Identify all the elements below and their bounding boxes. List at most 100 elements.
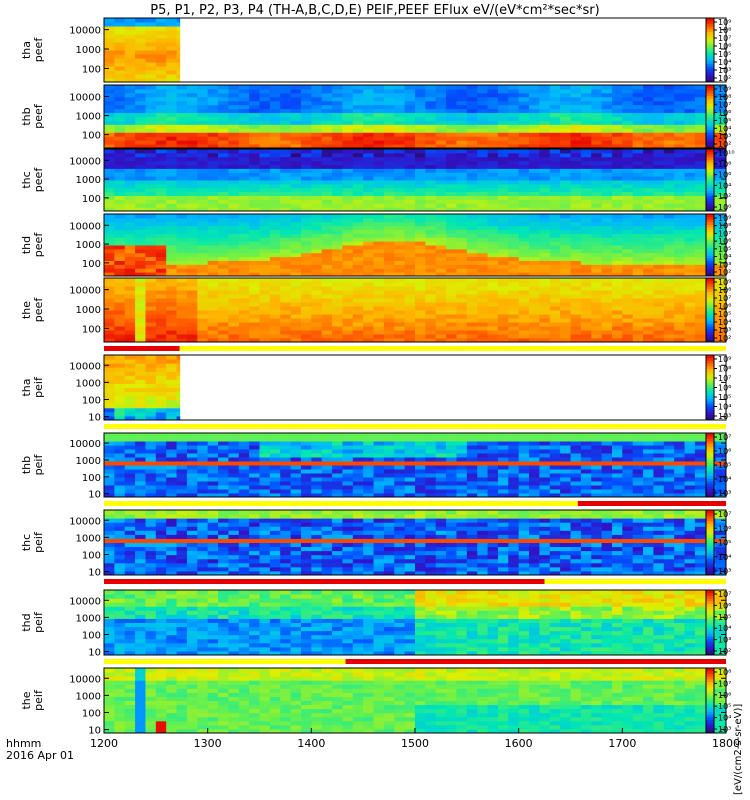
- heatmap-cell: [653, 294, 665, 299]
- heatmap-cell: [632, 140, 644, 145]
- heatmap-cell: [166, 237, 178, 242]
- heatmap-cell: [145, 399, 157, 405]
- heatmap-cell: [435, 203, 447, 208]
- heatmap-cell: [560, 310, 571, 315]
- heatmap-cell: [466, 272, 478, 277]
- heatmap-cell: [674, 124, 686, 129]
- heatmap-cell: [394, 260, 406, 265]
- heatmap-cell: [124, 217, 136, 223]
- heatmap-cell: [280, 92, 292, 98]
- heatmap-cell: [643, 132, 654, 137]
- heatmap-cell: [342, 214, 354, 219]
- heatmap-cell: [249, 453, 260, 458]
- heatmap-cell: [446, 294, 457, 299]
- heatmap-cell: [715, 191, 727, 196]
- heatmap-cell: [228, 477, 240, 482]
- heatmap-cell: [591, 268, 603, 273]
- heatmap-cell: [166, 195, 178, 200]
- heatmap-cell: [518, 338, 530, 343]
- heatmap-cell: [674, 172, 686, 177]
- heatmap-cell: [611, 88, 623, 94]
- heatmap-cell: [135, 437, 146, 442]
- heatmap-cell: [601, 334, 613, 339]
- heatmap-cell: [290, 88, 302, 94]
- heatmap-cell: [580, 326, 592, 331]
- heatmap-cell: [446, 318, 457, 323]
- heatmap-cell: [332, 172, 343, 177]
- heatmap-cell: [425, 457, 437, 462]
- heatmap-cell: [591, 330, 603, 335]
- heatmap-cell: [591, 116, 603, 121]
- heatmap-cell: [176, 168, 188, 173]
- heatmap-cell: [529, 85, 540, 90]
- heatmap-cell: [487, 183, 499, 189]
- heatmap-cell: [176, 229, 188, 234]
- heatmap-cell: [104, 85, 115, 90]
- heatmap-cell: [415, 104, 426, 110]
- heatmap-cell: [176, 403, 181, 409]
- heatmap-cell: [674, 278, 686, 283]
- heatmap-cell: [549, 302, 561, 307]
- heatmap-cell: [674, 282, 686, 287]
- heatmap-cell: [207, 85, 219, 90]
- heatmap-cell: [715, 207, 727, 212]
- heatmap-cell: [228, 282, 240, 287]
- panel-frame: [103, 148, 727, 212]
- heatmap-cell: [124, 453, 136, 458]
- heatmap-cell: [176, 50, 181, 55]
- heatmap-cell: [290, 453, 302, 458]
- heatmap-cell: [446, 85, 457, 90]
- heatmap-cell: [487, 88, 499, 94]
- heatmap-cell: [415, 473, 426, 478]
- heatmap-cell: [155, 322, 167, 327]
- heatmap-cell: [415, 272, 426, 277]
- heatmap-cell: [186, 233, 198, 238]
- heatmap-cell: [487, 164, 499, 169]
- heatmap-the-peef: [104, 278, 727, 343]
- heatmap-cell: [632, 252, 644, 258]
- heatmap-cell: [570, 268, 582, 273]
- heatmap-cell: [570, 286, 582, 291]
- heatmap-cell: [653, 120, 665, 125]
- colorbar-swatch: [706, 291, 714, 295]
- heatmap-cell: [238, 168, 250, 173]
- heatmap-cell: [466, 112, 478, 117]
- heatmap-cell: [311, 207, 323, 212]
- heatmap-cell: [611, 260, 623, 265]
- heatmap-cell: [166, 268, 178, 273]
- heatmap-cell: [186, 191, 198, 196]
- heatmap-cell: [373, 176, 385, 181]
- heatmap-cell: [238, 441, 250, 446]
- heatmap-cell: [311, 176, 323, 181]
- heatmap-cell: [653, 168, 665, 173]
- heatmap-cell: [663, 152, 675, 158]
- heatmap-cell: [415, 445, 426, 450]
- heatmap-cell: [176, 294, 188, 299]
- heatmap-cell: [591, 260, 603, 265]
- heatmap-cell: [207, 88, 219, 94]
- heatmap-cell: [114, 298, 126, 303]
- heatmap-cell: [186, 225, 198, 230]
- heatmap-cell: [570, 132, 582, 137]
- heatmap-cell: [166, 144, 178, 149]
- heatmap-cell: [549, 136, 561, 141]
- heatmap-cell: [570, 92, 582, 98]
- heatmap-cell: [477, 330, 489, 335]
- heatmap-cell: [249, 128, 260, 133]
- heatmap-cell: [663, 241, 675, 246]
- heatmap-cell: [280, 203, 292, 208]
- heatmap-cell: [269, 104, 281, 110]
- heatmap-cell: [415, 330, 426, 335]
- heatmap-cell: [425, 116, 437, 121]
- heatmap-cell: [601, 318, 613, 323]
- heatmap-cell: [518, 152, 530, 158]
- heatmap-cell: [186, 156, 198, 162]
- heatmap-cell: [124, 355, 136, 360]
- heatmap-cell: [487, 207, 499, 212]
- heatmap-cell: [643, 108, 654, 114]
- heatmap-cell: [487, 136, 499, 141]
- heatmap-cell: [539, 217, 551, 223]
- heatmap-cell: [197, 191, 209, 196]
- heatmap-cell: [456, 272, 468, 277]
- heatmap-cell: [684, 128, 696, 133]
